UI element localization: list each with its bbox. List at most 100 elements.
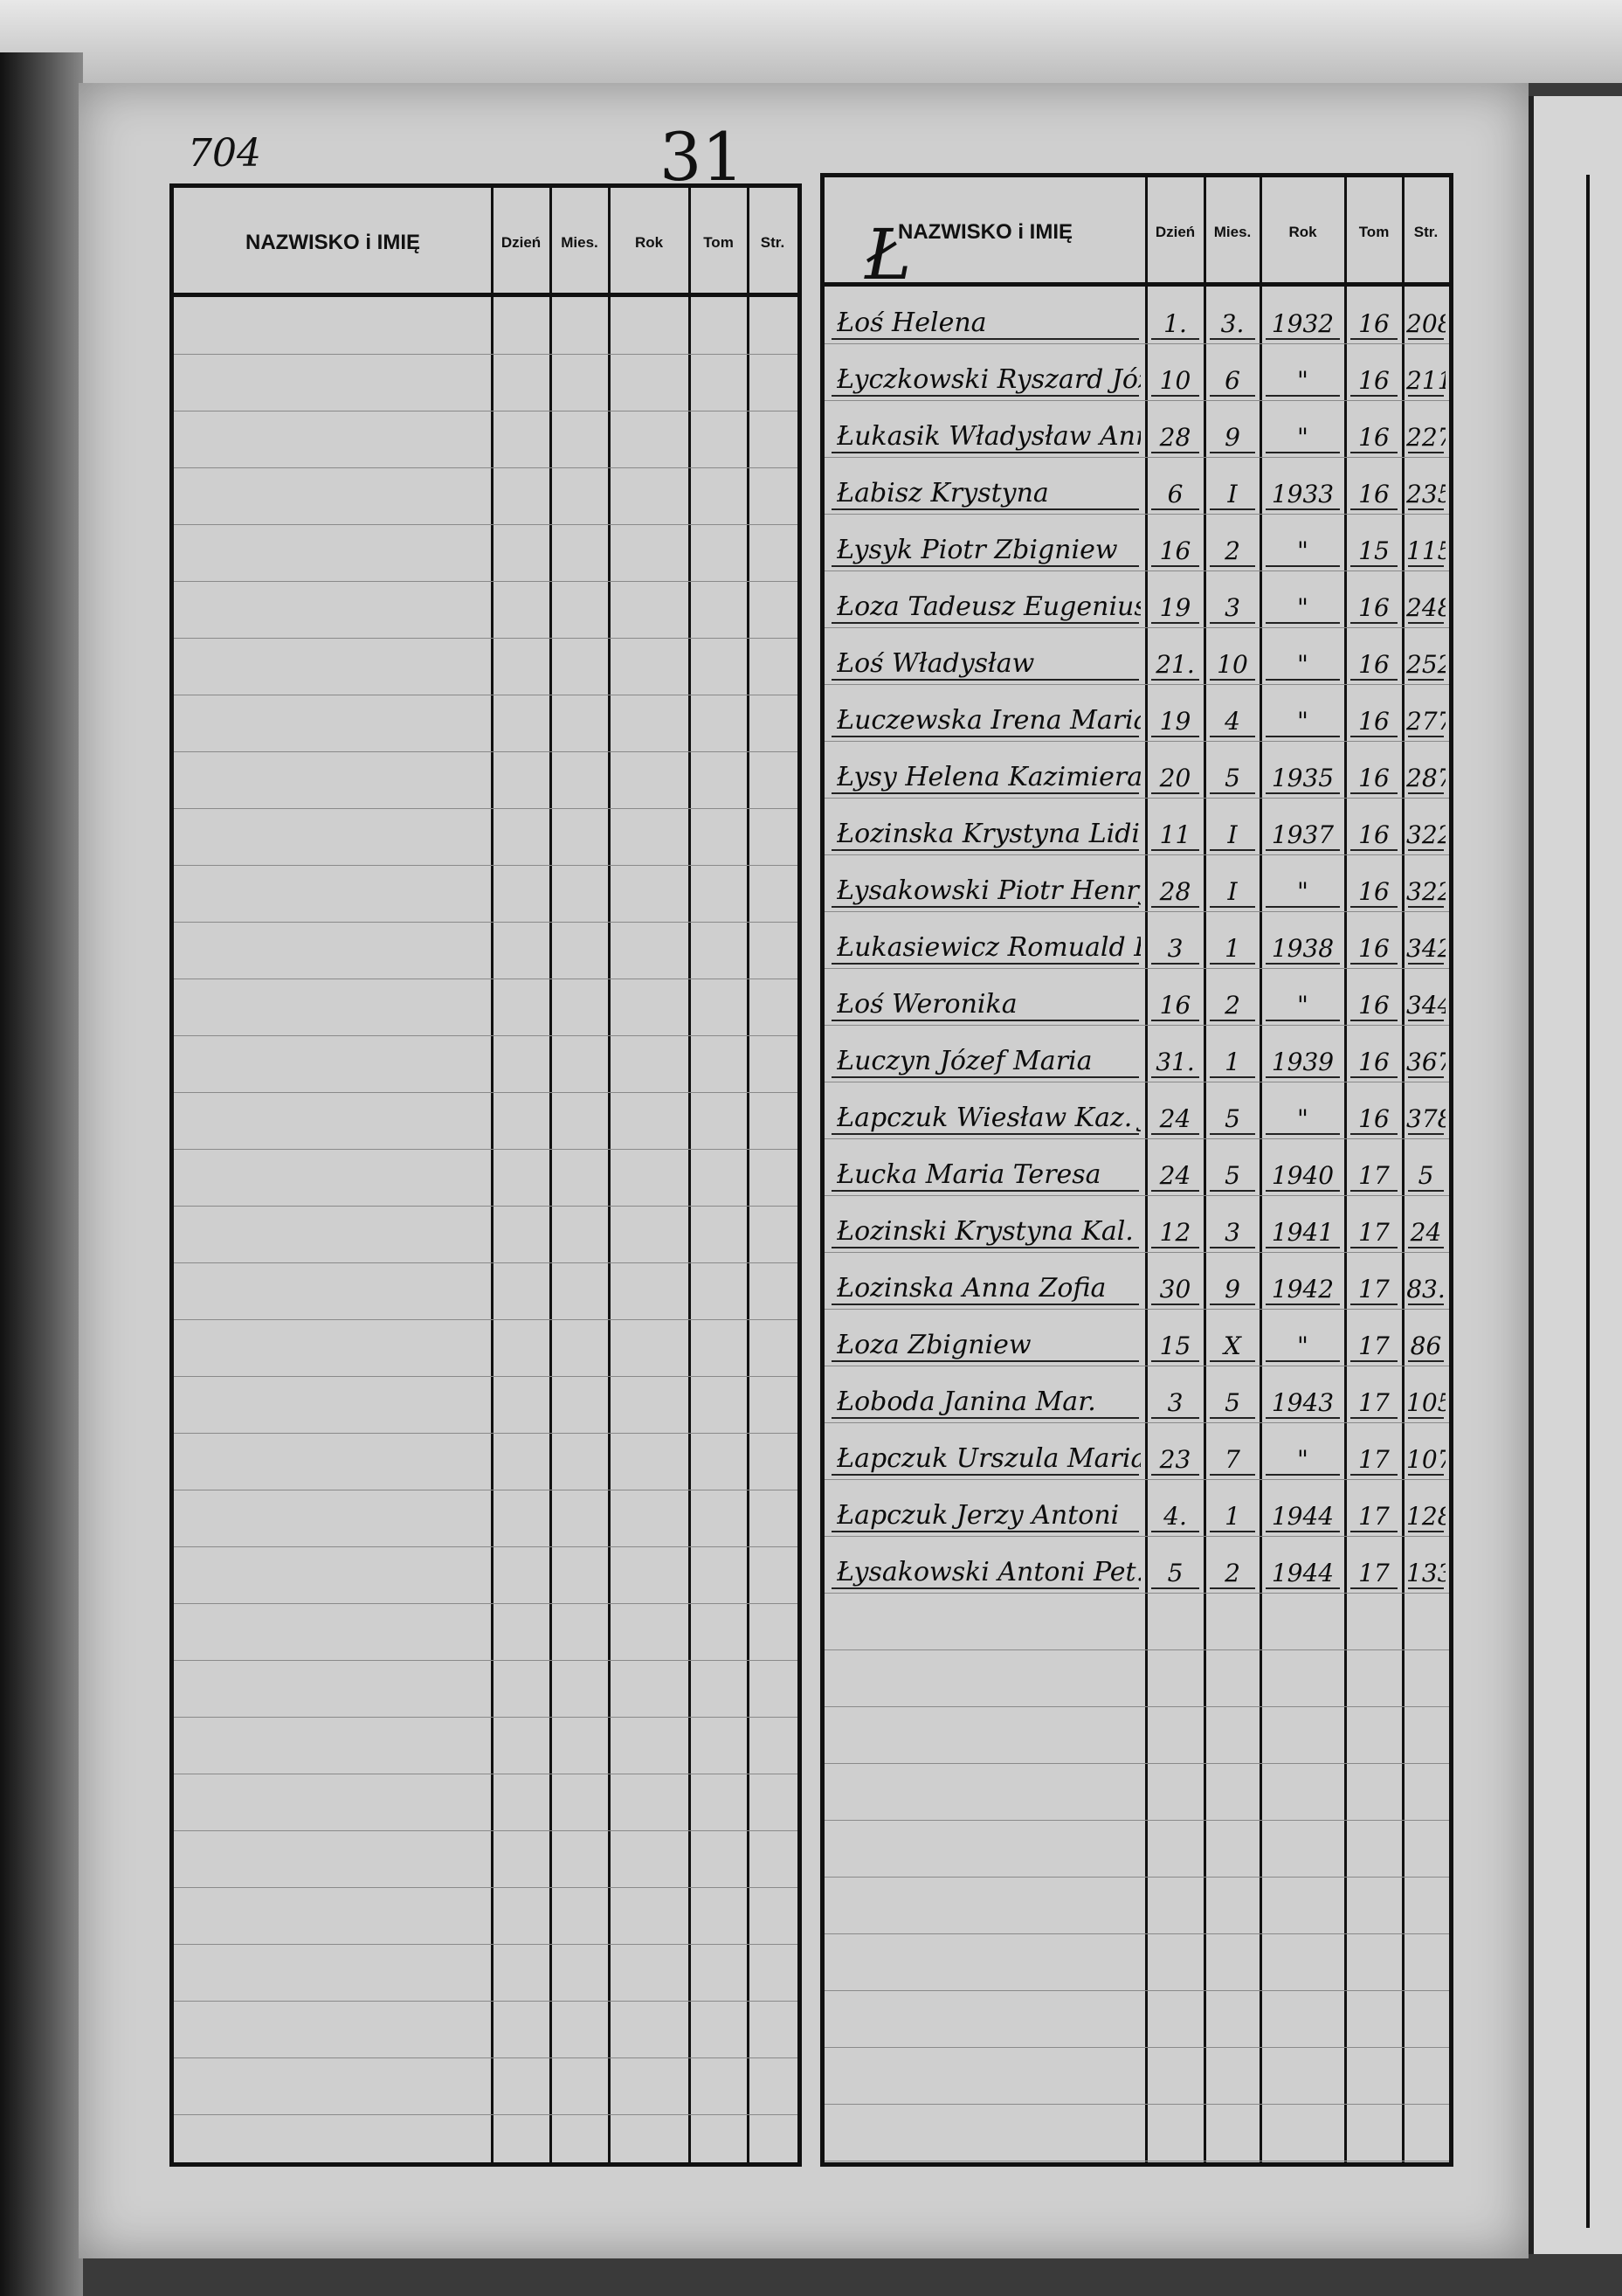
cell-year: ": [1297, 991, 1308, 1020]
cell-day: 21.: [1156, 650, 1195, 679]
table-row: Łoś Władysław 21. 10 " 16 252: [825, 627, 1449, 684]
ink-underline: [1266, 1247, 1340, 1248]
ink-underline: [1210, 395, 1255, 397]
cell-month: 2: [1225, 1559, 1240, 1587]
ink-underline: [1210, 1076, 1255, 1078]
ink-underline: [1266, 1076, 1340, 1078]
row-rule: [825, 457, 1449, 458]
ink-underline: [1408, 963, 1444, 965]
ink-underline: [1210, 1531, 1255, 1532]
ink-underline: [1266, 1020, 1340, 1021]
cell-year: 1941: [1271, 1218, 1335, 1247]
ink-underline: [1408, 622, 1444, 624]
cell-month: 9: [1225, 423, 1240, 452]
table-row: Łukasik Władysław Anna 28 9 " 16 227: [825, 400, 1449, 457]
cell-name: Łozinski Krystyna Kal.: [837, 1216, 1134, 1247]
ink-underline: [832, 452, 1139, 453]
table-row: Łapczuk Urszula Maria 23 7 " 17 107: [825, 1422, 1449, 1479]
cell-month: I: [1227, 820, 1238, 849]
row-rule: [825, 1877, 1449, 1878]
cell-name: Łysakowski Antoni Pet.: [837, 1557, 1141, 1587]
ink-underline: [1210, 1417, 1255, 1419]
ink-underline: [1266, 1474, 1340, 1476]
cell-page: 86: [1410, 1331, 1442, 1360]
ink-underline: [1210, 1587, 1255, 1589]
cell-year: ": [1297, 1104, 1308, 1133]
ink-underline: [832, 1076, 1139, 1078]
row-rule: [825, 911, 1449, 912]
cell-volume: 17: [1358, 1331, 1390, 1360]
table-row: Łapczuk Wiesław Kaz. Joh. 24 5 " 16 378: [825, 1082, 1449, 1138]
cell-page: 211: [1406, 366, 1446, 395]
cell-volume: 17: [1358, 1161, 1390, 1190]
cell-volume: 16: [1358, 366, 1390, 395]
row-rule: [174, 524, 797, 525]
ink-underline: [1350, 906, 1398, 908]
table-row: Łysyk Piotr Zbigniew 16 2 " 15 115: [825, 514, 1449, 571]
ink-underline: [1350, 1020, 1398, 1021]
ink-underline: [1210, 508, 1255, 510]
cell-day: 16: [1159, 991, 1191, 1020]
ink-underline: [1266, 679, 1340, 681]
cell-page: 107: [1406, 1445, 1446, 1474]
cell-name: Łoś Władysław: [837, 648, 1035, 679]
cell-page: 248: [1406, 593, 1446, 622]
cell-year: ": [1297, 1445, 1308, 1474]
ink-underline: [1210, 963, 1255, 965]
header-page: Str.: [760, 233, 785, 251]
ink-underline: [832, 1531, 1139, 1532]
cell-page: 133: [1406, 1559, 1446, 1587]
ink-underline: [832, 849, 1139, 851]
row-rule: [825, 1479, 1449, 1480]
cell-page: 322: [1406, 820, 1446, 849]
ink-underline: [1151, 1474, 1199, 1476]
cell-volume: 17: [1358, 1445, 1390, 1474]
ink-underline: [1151, 1417, 1199, 1419]
cell-name: Łyczkowski Ryszard Józef: [837, 364, 1141, 395]
cell-volume: 15: [1358, 536, 1390, 565]
table-row: Łuczyn Józef Maria 31. 1 1939 16 367: [825, 1025, 1449, 1082]
cell-page: 128: [1406, 1502, 1446, 1531]
ink-underline: [1210, 679, 1255, 681]
cell-year: ": [1297, 536, 1308, 565]
header-day: Dzień: [500, 233, 542, 251]
cell-day: 23: [1159, 1445, 1191, 1474]
ink-underline: [1408, 679, 1444, 681]
ink-underline: [832, 1587, 1139, 1589]
ink-underline: [1151, 1360, 1199, 1362]
folio-mark: 704: [188, 131, 261, 176]
ink-underline: [832, 1304, 1139, 1305]
ink-underline: [1408, 1304, 1444, 1305]
row-rule: [174, 1603, 797, 1604]
ink-underline: [1210, 906, 1255, 908]
ink-underline: [1350, 1133, 1398, 1135]
row-rule: [825, 343, 1449, 344]
cell-name: Łozinska Krystyna Lidia: [837, 819, 1141, 849]
cell-month: 5: [1225, 764, 1240, 792]
cell-page: 115: [1406, 536, 1446, 565]
row-rule: [174, 2001, 797, 2002]
ink-underline: [832, 736, 1139, 737]
ink-underline: [1151, 1190, 1199, 1192]
cell-month: 2: [1225, 536, 1240, 565]
ink-underline: [1210, 1304, 1255, 1305]
cell-volume: 16: [1358, 1104, 1390, 1133]
ink-underline: [832, 1417, 1139, 1419]
ink-underline: [1151, 1531, 1199, 1532]
row-rule: [174, 2057, 797, 2058]
ink-underline: [832, 1020, 1139, 1021]
ink-underline: [832, 679, 1139, 681]
cell-name: Łukasik Władysław Anna: [837, 421, 1141, 452]
cell-year: 1944: [1271, 1502, 1335, 1531]
row-rule: [825, 1763, 1449, 1764]
table-row: Łoś Weronika 16 2 " 16 344: [825, 968, 1449, 1025]
ink-underline: [1350, 1190, 1398, 1192]
cell-month: 1: [1225, 934, 1240, 963]
cell-page: 227: [1406, 423, 1446, 452]
cell-page: 367: [1406, 1048, 1446, 1076]
cell-page: 277: [1406, 707, 1446, 736]
ink-underline: [1210, 1020, 1255, 1021]
cell-name: Łukasiewicz Romuald Eug.: [837, 932, 1141, 963]
table-header: [825, 177, 1449, 287]
cell-day: 31.: [1156, 1048, 1195, 1076]
